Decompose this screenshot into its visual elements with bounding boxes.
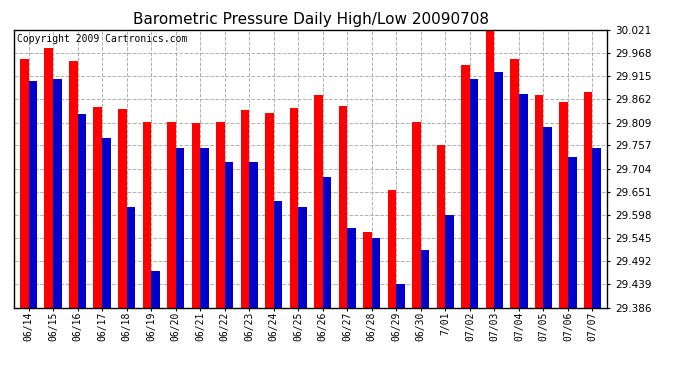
Bar [118,109,126,307]
Bar [126,207,135,308]
Bar [151,271,159,308]
Bar [93,107,102,307]
Bar [486,31,495,308]
Bar [249,162,258,308]
Bar [396,284,405,308]
Bar [544,127,552,308]
Bar [200,148,209,308]
Bar [412,122,421,308]
Bar [20,59,28,308]
Bar [593,147,601,308]
Bar [372,238,380,308]
Bar [69,61,77,308]
Bar [511,59,519,308]
Bar [265,114,274,308]
Bar [274,201,282,308]
Title: Barometric Pressure Daily High/Low 20090708: Barometric Pressure Daily High/Low 20090… [132,12,489,27]
Bar [176,148,184,308]
Bar [437,146,445,308]
Bar [445,215,454,308]
Bar [298,207,307,308]
Bar [167,122,176,308]
Bar [192,123,200,308]
Bar [143,122,151,308]
Bar [363,232,372,308]
Bar [314,95,323,308]
Bar [495,72,503,308]
Bar [44,48,53,308]
Bar [225,162,233,308]
Bar [560,102,568,308]
Bar [462,65,470,308]
Bar [421,250,429,308]
Bar [347,228,356,308]
Bar [53,78,61,308]
Bar [102,138,110,308]
Bar [568,157,577,308]
Bar [241,110,249,308]
Bar [535,95,544,308]
Bar [584,93,593,308]
Bar [470,78,478,308]
Text: Copyright 2009 Cartronics.com: Copyright 2009 Cartronics.com [17,34,187,44]
Bar [77,114,86,308]
Bar [339,106,347,308]
Bar [388,190,396,308]
Bar [323,177,331,308]
Bar [519,94,528,308]
Bar [28,81,37,308]
Bar [216,122,225,308]
Bar [290,108,298,307]
